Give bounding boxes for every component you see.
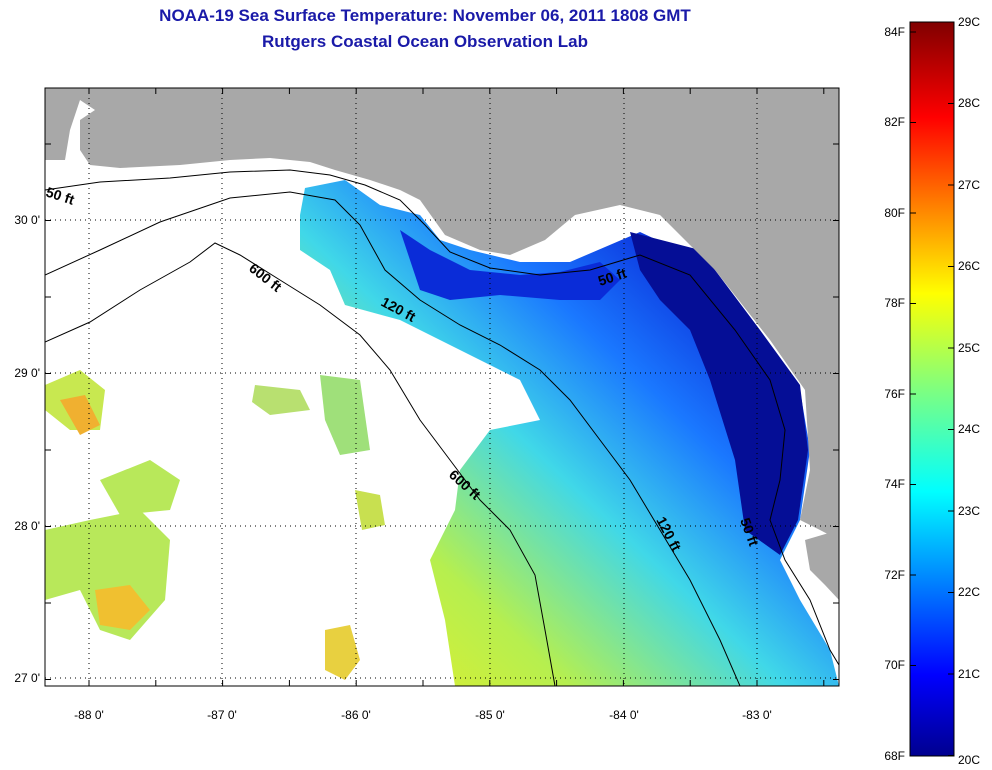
sst-cold-bay: [400, 230, 620, 300]
axis-ticks: [45, 88, 839, 686]
colorbar-label-f: 78F: [884, 296, 905, 310]
sst-warm-patch: [325, 625, 360, 680]
colorbar-label-c: 28C: [958, 96, 980, 110]
lon-tick-label: -87 0': [207, 708, 237, 722]
sst-warm-patch: [100, 460, 180, 515]
colorbar-label-f: 70F: [884, 658, 905, 672]
contour-120ft: [45, 191, 741, 686]
lon-tick-label: -84 0': [609, 708, 639, 722]
lon-tick-label: -83 0': [742, 708, 772, 722]
colorbar-label-f: 68F: [884, 749, 905, 763]
sst-cold-coastal: [630, 232, 808, 555]
map-title: NOAA-19 Sea Surface Temperature: Novembe…: [159, 6, 691, 25]
contour-600ft: [45, 242, 556, 686]
lat-tick-label: 30 0': [14, 213, 40, 227]
sst-warm-patch: [252, 385, 310, 415]
colorbar-label-c: 25C: [958, 341, 980, 355]
colorbar-label-f: 74F: [884, 477, 905, 491]
colorbar-label-c: 27C: [958, 178, 980, 192]
contour-50ft: [45, 169, 839, 666]
lon-tick-label: -88 0': [74, 708, 104, 722]
sst-warm-patch: [320, 375, 370, 455]
map-subtitle: Rutgers Coastal Ocean Observation Lab: [262, 32, 588, 51]
sst-warm-patch: [95, 585, 150, 630]
plot-frame: [44, 87, 840, 687]
colorbar-label-c: 21C: [958, 667, 980, 681]
colorbar-label-f: 82F: [884, 115, 905, 129]
lon-tick-label: -85 0': [475, 708, 505, 722]
colorbar-label-f: 80F: [884, 206, 905, 220]
sst-warm-patch: [355, 490, 385, 530]
lat-tick-label: 27 0': [14, 671, 40, 685]
colorbar-label-c: 20C: [958, 753, 980, 767]
colorbar-label-c: 26C: [958, 259, 980, 273]
lat-tick-label: 28 0': [14, 519, 40, 533]
colorbar-label-f: 84F: [884, 25, 905, 39]
colorbar-label-c: 24C: [958, 422, 980, 436]
colorbar-label-c: 29C: [958, 15, 980, 29]
colorbar-label-c: 22C: [958, 585, 980, 599]
colorbar-label-f: 76F: [884, 387, 905, 401]
land-mass: [45, 88, 839, 540]
sst-warm-patch: [60, 395, 100, 435]
lat-axis: 30 0' 29 0' 28 0' 27 0': [14, 213, 40, 685]
lon-axis: -88 0' -87 0' -86 0' -85 0' -84 0' -83 0…: [74, 708, 772, 722]
land-mass: [805, 530, 839, 600]
colorbar-ticks: [910, 21, 954, 757]
colorbar-celsius-labels: 29C 28C 27C 26C 25C 24C 23C 22C 21C 20C: [958, 15, 980, 767]
lat-tick-label: 29 0': [14, 366, 40, 380]
colorbar-label-f: 72F: [884, 568, 905, 582]
colorbar: [909, 21, 955, 757]
colorbar-label-c: 23C: [958, 504, 980, 518]
lon-tick-label: -86 0': [341, 708, 371, 722]
colorbar-fahrenheit-labels: 84F 82F 80F 78F 76F 74F 72F 70F 68F: [884, 25, 905, 763]
